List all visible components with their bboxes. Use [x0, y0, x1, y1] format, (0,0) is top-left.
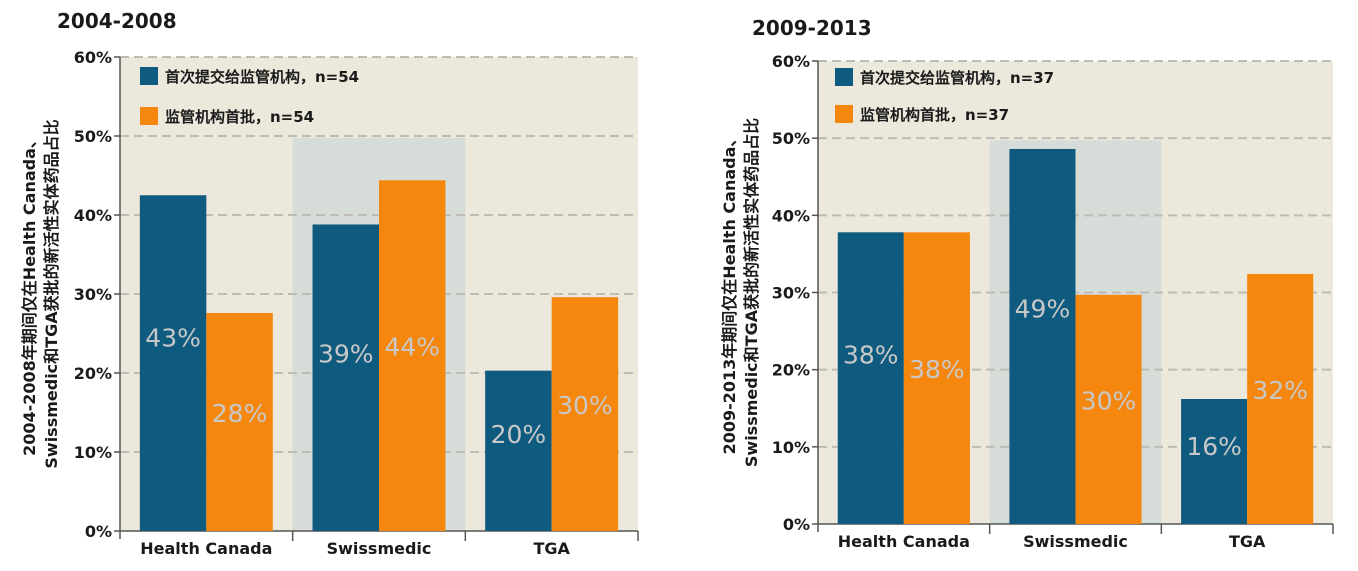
y-tick-label: 20% [772, 361, 810, 380]
bar [1009, 148, 1076, 524]
x-tick-label: TGA [1229, 532, 1266, 551]
bar-value-label: 39% [318, 339, 374, 368]
legend-entry: 监管机构首批，n=54 [165, 108, 314, 126]
bar [903, 232, 970, 524]
bar-value-label: 49% [1015, 295, 1071, 324]
bar [312, 224, 379, 532]
bar-value-label: 28% [212, 399, 268, 428]
bar [1075, 294, 1142, 524]
bar [1247, 273, 1314, 524]
bar-value-label: 32% [1252, 376, 1308, 405]
bar-value-label: 44% [384, 333, 440, 362]
y-tick-label: 50% [74, 127, 112, 146]
y-tick-label: 60% [74, 48, 112, 67]
bar [379, 180, 446, 532]
bar [551, 297, 619, 531]
bar [837, 232, 904, 524]
y-tick-label: 40% [772, 206, 810, 225]
y-axis-label-line1: 2009-2013年期间仅在Health Canada、 [720, 131, 739, 455]
y-tick-label: 60% [772, 52, 810, 71]
legend-entry: 首次提交给监管机构，n=54 [165, 68, 359, 86]
chart-title: 2004-2008 [57, 9, 177, 33]
legend-swatch [140, 67, 158, 85]
bar-value-label: 30% [1081, 386, 1137, 415]
legend-swatch [140, 107, 158, 125]
bar [485, 370, 552, 531]
bar-value-label: 20% [491, 420, 547, 449]
x-tick-label: Swissmedic [1023, 532, 1128, 551]
y-axis-label-line2: Swissmedic和TGA获批的新活性实体药品占比 [42, 119, 61, 468]
bar-chart-2009-2013: 0% 10% 20% 30% 40% 50% 60% 38% 38% Health Canada 4… [720, 52, 1334, 551]
x-tick-label: TGA [533, 539, 570, 558]
y-tick-label: 50% [772, 129, 810, 148]
y-tick-label: 30% [772, 284, 810, 303]
y-axis-label-line1: 2004-2008年期间仅在Health Canada、 [20, 132, 39, 456]
x-tick-label: Swissmedic [327, 539, 432, 558]
bar-value-label: 16% [1186, 432, 1242, 461]
bar-value-label: 30% [557, 391, 613, 420]
y-tick-label: 0% [85, 522, 112, 541]
y-tick-label: 10% [772, 438, 810, 457]
chart-panel-2009-2013: 2009-2013 0% 10% 20% 30% 40% 50% 60% 38% 38% Heal… [700, 0, 1358, 571]
legend-swatch [835, 105, 853, 123]
legend-entry: 首次提交给监管机构，n=37 [860, 69, 1054, 87]
x-tick-label: Health Canada [140, 539, 272, 558]
y-tick-label: 30% [74, 285, 112, 304]
bar-value-label: 43% [145, 323, 201, 352]
bar-chart-2004-2008: 0% 10% 20% 30% 40% 50% 60% 43% 28% Health Canada 3… [20, 48, 639, 558]
y-axis-label-line2: Swissmedic和TGA获批的新活性实体药品占比 [742, 118, 761, 467]
y-tick-label: 10% [74, 443, 112, 462]
x-tick-label: Health Canada [838, 532, 970, 551]
chart-panel-2004-2008: 2004-2008 0% 10% 20% 30% 40% 50% 60% 43% 28% Heal… [0, 0, 660, 571]
bar-value-label: 38% [909, 355, 965, 384]
y-tick-label: 40% [74, 206, 112, 225]
y-tick-label: 20% [74, 364, 112, 383]
bar [1181, 398, 1248, 524]
legend-swatch [835, 68, 853, 86]
bar [139, 195, 207, 531]
bar-value-label: 38% [843, 341, 899, 370]
chart-title: 2009-2013 [752, 16, 872, 40]
legend-entry: 监管机构首批，n=37 [860, 106, 1009, 124]
y-tick-label: 0% [783, 515, 810, 534]
bar [206, 312, 273, 531]
